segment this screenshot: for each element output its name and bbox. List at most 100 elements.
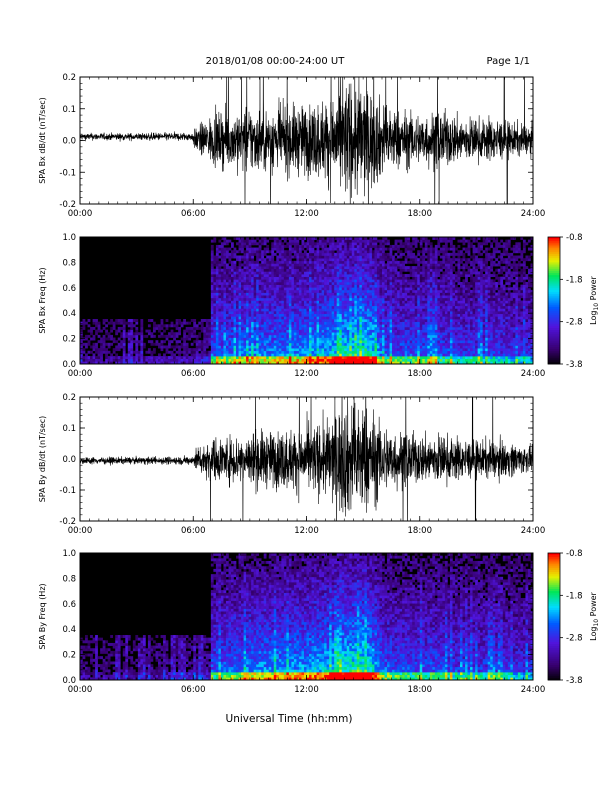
spectrogram-cell xyxy=(414,281,418,285)
spectrogram-cell xyxy=(371,263,375,267)
spectrogram-cell xyxy=(399,321,403,325)
spectrogram-cell xyxy=(268,337,272,341)
spectrogram-cell xyxy=(258,281,262,285)
spectrogram-cell xyxy=(301,258,305,262)
spectrogram-cell xyxy=(306,361,310,364)
spectrogram-cell xyxy=(324,295,327,299)
spectrogram-cell xyxy=(135,348,139,352)
spectrogram-cell xyxy=(266,258,270,262)
spectrogram-cell xyxy=(394,356,398,360)
spectrogram-cell xyxy=(303,313,307,317)
spectrogram-cell xyxy=(281,247,285,251)
spectrogram-cell xyxy=(238,356,242,360)
spectrogram-cell xyxy=(258,326,262,330)
spectrogram-cell xyxy=(341,342,345,346)
spectrogram-cell xyxy=(215,316,219,320)
spectrogram-cell xyxy=(344,276,348,280)
spectrogram-cell xyxy=(371,274,375,277)
spectrogram-cell xyxy=(399,287,403,291)
spectrogram-cell xyxy=(361,324,365,328)
spectrogram-cell xyxy=(376,279,380,283)
spectrogram-cell xyxy=(296,329,300,333)
spectrogram-cell xyxy=(268,348,272,352)
spectrogram-cell xyxy=(354,313,358,317)
spectrogram-cell xyxy=(394,345,398,349)
spectrogram-cell xyxy=(432,308,436,312)
spectrogram-cell xyxy=(404,324,408,328)
spectrogram-cell xyxy=(243,266,247,270)
spectrogram-cell xyxy=(419,332,423,336)
spectrogram-cell xyxy=(233,268,237,272)
spectrogram-cell xyxy=(293,313,297,317)
spectrogram-cell xyxy=(283,287,287,291)
spectrogram-cell xyxy=(296,345,300,349)
spectrogram-cell xyxy=(220,287,224,291)
spectrogram-cell xyxy=(200,358,204,362)
spectrogram-cell xyxy=(225,239,229,243)
spectrogram-cell xyxy=(339,348,343,352)
spectrogram-cell xyxy=(364,289,368,293)
spectrogram-cell xyxy=(266,250,270,254)
spectrogram-cell xyxy=(371,326,375,330)
spectrogram-cell xyxy=(349,324,353,328)
spectrogram-cell xyxy=(251,276,254,280)
spectrogram-cell xyxy=(376,268,380,272)
spectrogram-cell xyxy=(218,334,222,338)
spectrogram-cell xyxy=(334,334,337,338)
spectrogram-cell xyxy=(331,356,335,360)
spectrogram-cell xyxy=(424,276,428,280)
spectrogram-cell xyxy=(291,334,295,338)
spectrogram-cell xyxy=(266,276,270,280)
spectrogram-cell xyxy=(291,361,295,364)
spectrogram-cell xyxy=(145,358,149,362)
spectrogram-cell xyxy=(271,247,275,251)
spectrogram-cell xyxy=(359,358,363,362)
spectrogram-cell xyxy=(339,295,343,299)
spectrogram-cell xyxy=(439,319,443,322)
spectrogram-cell xyxy=(399,292,403,296)
spectrogram-cell xyxy=(414,276,418,280)
spectrogram-cell xyxy=(321,295,325,299)
spectrogram-cell xyxy=(419,326,423,330)
spectrogram-cell xyxy=(334,266,337,270)
spectrogram-cell xyxy=(253,260,257,264)
spectrogram-cell xyxy=(316,332,320,336)
spectrogram-cell xyxy=(374,297,378,301)
spectrogram-cell xyxy=(95,319,98,322)
spectrogram-cell xyxy=(397,260,400,264)
spectrogram-cell xyxy=(311,263,315,267)
spectrogram-cell xyxy=(387,311,390,315)
spectrogram-cell xyxy=(432,329,436,333)
spectrogram-cell xyxy=(344,268,348,272)
spectrogram-cell xyxy=(407,353,410,357)
spectrogram-cell xyxy=(241,321,244,325)
spectrogram-cell xyxy=(137,361,141,364)
spectrogram-cell xyxy=(427,303,431,307)
spectrogram-cell xyxy=(316,308,320,312)
spectrogram-cell xyxy=(319,274,322,277)
spectrogram-cell xyxy=(356,316,360,320)
spectrogram-cell xyxy=(271,342,275,346)
spectrogram-cell xyxy=(384,289,388,293)
spectrogram-cell xyxy=(178,361,181,364)
spectrogram-cell xyxy=(417,319,421,322)
spectrogram-cell xyxy=(412,324,416,328)
spectrogram-cell xyxy=(424,329,428,333)
spectrogram-cell xyxy=(376,342,380,346)
spectrogram-cell xyxy=(268,340,272,344)
spectrogram-cell xyxy=(293,356,297,360)
spectrogram-cell xyxy=(424,287,428,291)
spectrogram-cell xyxy=(344,361,348,364)
spectrogram-cell xyxy=(303,311,307,315)
spectrogram-cell xyxy=(326,358,330,362)
spectrogram-cell xyxy=(371,276,375,280)
spectrogram-cell xyxy=(409,313,413,317)
spectrogram-cell xyxy=(329,321,332,325)
spectrogram-cell xyxy=(258,305,262,309)
spectrogram-cell xyxy=(349,260,353,264)
spectrogram-cell xyxy=(412,266,416,270)
spectrogram-cell xyxy=(407,268,410,272)
spectrogram-cell xyxy=(336,324,340,328)
spectrogram-cell xyxy=(298,324,302,328)
